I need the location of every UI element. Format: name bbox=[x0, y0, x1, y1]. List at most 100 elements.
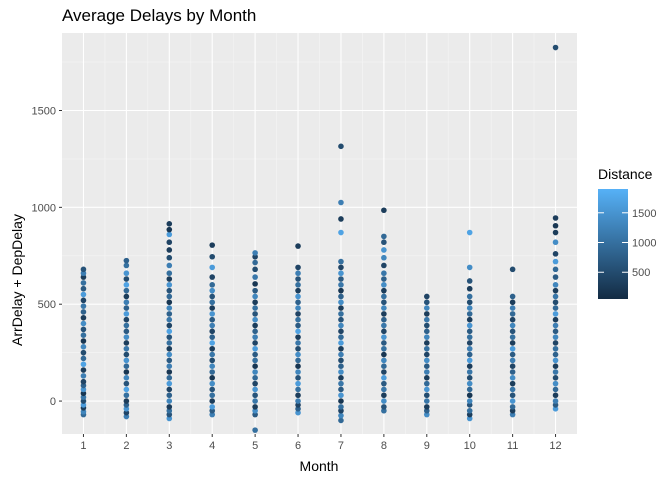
data-point bbox=[381, 407, 387, 414]
data-point bbox=[166, 340, 173, 346]
data-point bbox=[423, 380, 430, 387]
data-point bbox=[381, 398, 387, 404]
data-point bbox=[552, 44, 559, 51]
data-point bbox=[423, 305, 430, 311]
legend-tick-label: 1500 bbox=[632, 208, 656, 220]
legend-ticks: 500 1000 1500 bbox=[598, 208, 656, 279]
data-point bbox=[552, 363, 559, 369]
data-point bbox=[123, 328, 130, 335]
data-point bbox=[552, 406, 559, 412]
legend-colorbar bbox=[598, 189, 628, 299]
data-point bbox=[166, 221, 173, 227]
data-point bbox=[423, 293, 430, 300]
data-point bbox=[509, 351, 516, 358]
data-point bbox=[338, 264, 344, 271]
data-point bbox=[381, 311, 387, 317]
data-point bbox=[123, 413, 130, 420]
data-point bbox=[295, 398, 301, 404]
data-point bbox=[209, 375, 216, 381]
data-point bbox=[338, 392, 344, 399]
data-point bbox=[509, 328, 516, 335]
data-point bbox=[509, 386, 516, 393]
data-point bbox=[123, 392, 130, 399]
data-point bbox=[466, 311, 473, 317]
data-point bbox=[552, 229, 559, 236]
data-point bbox=[338, 305, 344, 311]
data-point bbox=[209, 311, 216, 317]
x-tick-label: 2 bbox=[123, 440, 129, 452]
data-point bbox=[80, 291, 87, 298]
data-point bbox=[509, 369, 516, 375]
data-point bbox=[423, 345, 430, 352]
x-tick-label: 1 bbox=[80, 440, 86, 452]
data-point bbox=[338, 340, 344, 346]
data-point bbox=[252, 259, 258, 266]
data-point bbox=[552, 375, 559, 381]
data-point bbox=[123, 375, 130, 381]
data-point bbox=[381, 233, 387, 240]
data-point bbox=[295, 351, 301, 358]
data-point bbox=[338, 357, 344, 364]
data-point bbox=[466, 264, 473, 271]
data-point bbox=[466, 229, 473, 236]
data-point bbox=[209, 404, 216, 410]
data-point bbox=[381, 282, 387, 288]
data-point bbox=[509, 334, 516, 340]
data-point bbox=[80, 326, 87, 333]
data-point bbox=[252, 334, 258, 340]
data-point bbox=[123, 351, 130, 358]
x-tick-label: 4 bbox=[209, 440, 215, 452]
data-point bbox=[509, 411, 516, 418]
data-point bbox=[252, 351, 258, 358]
data-point bbox=[252, 398, 258, 404]
data-point bbox=[552, 386, 559, 393]
data-point bbox=[423, 299, 430, 306]
data-point bbox=[123, 398, 130, 404]
data-point bbox=[423, 398, 430, 404]
data-point bbox=[295, 322, 301, 329]
data-point bbox=[252, 392, 258, 399]
y-tick-label: 0 bbox=[50, 396, 56, 408]
data-point bbox=[509, 357, 516, 364]
data-point bbox=[338, 386, 344, 393]
data-point bbox=[166, 322, 173, 329]
data-point bbox=[423, 357, 430, 364]
data-point bbox=[166, 262, 173, 269]
data-point bbox=[123, 316, 130, 323]
data-point bbox=[381, 369, 387, 375]
data-point bbox=[166, 305, 173, 311]
data-point bbox=[552, 402, 559, 408]
data-point bbox=[338, 328, 344, 335]
data-point bbox=[552, 369, 559, 375]
data-point bbox=[338, 404, 344, 410]
data-point bbox=[381, 386, 387, 393]
data-point bbox=[338, 311, 344, 317]
data-point bbox=[295, 357, 301, 364]
data-point bbox=[338, 258, 344, 265]
data-point bbox=[80, 338, 87, 344]
data-point bbox=[209, 282, 216, 288]
data-point bbox=[423, 363, 430, 369]
data-point bbox=[295, 299, 301, 306]
data-point bbox=[295, 243, 301, 249]
data-point bbox=[209, 392, 216, 399]
data-point bbox=[252, 299, 258, 306]
data-point bbox=[80, 270, 87, 277]
data-point bbox=[381, 357, 387, 364]
x-tick-label: 9 bbox=[424, 440, 430, 452]
data-point bbox=[209, 351, 216, 358]
data-point bbox=[166, 287, 173, 294]
data-point bbox=[252, 427, 258, 433]
x-tick-label: 10 bbox=[464, 440, 476, 452]
data-point bbox=[80, 355, 87, 362]
data-point bbox=[552, 222, 559, 229]
data-point bbox=[338, 351, 344, 358]
data-point bbox=[466, 293, 473, 300]
data-point bbox=[123, 270, 130, 277]
data-point bbox=[423, 316, 430, 323]
data-point bbox=[80, 349, 87, 356]
data-point bbox=[123, 293, 130, 300]
data-point bbox=[295, 276, 301, 282]
data-point bbox=[123, 380, 130, 387]
